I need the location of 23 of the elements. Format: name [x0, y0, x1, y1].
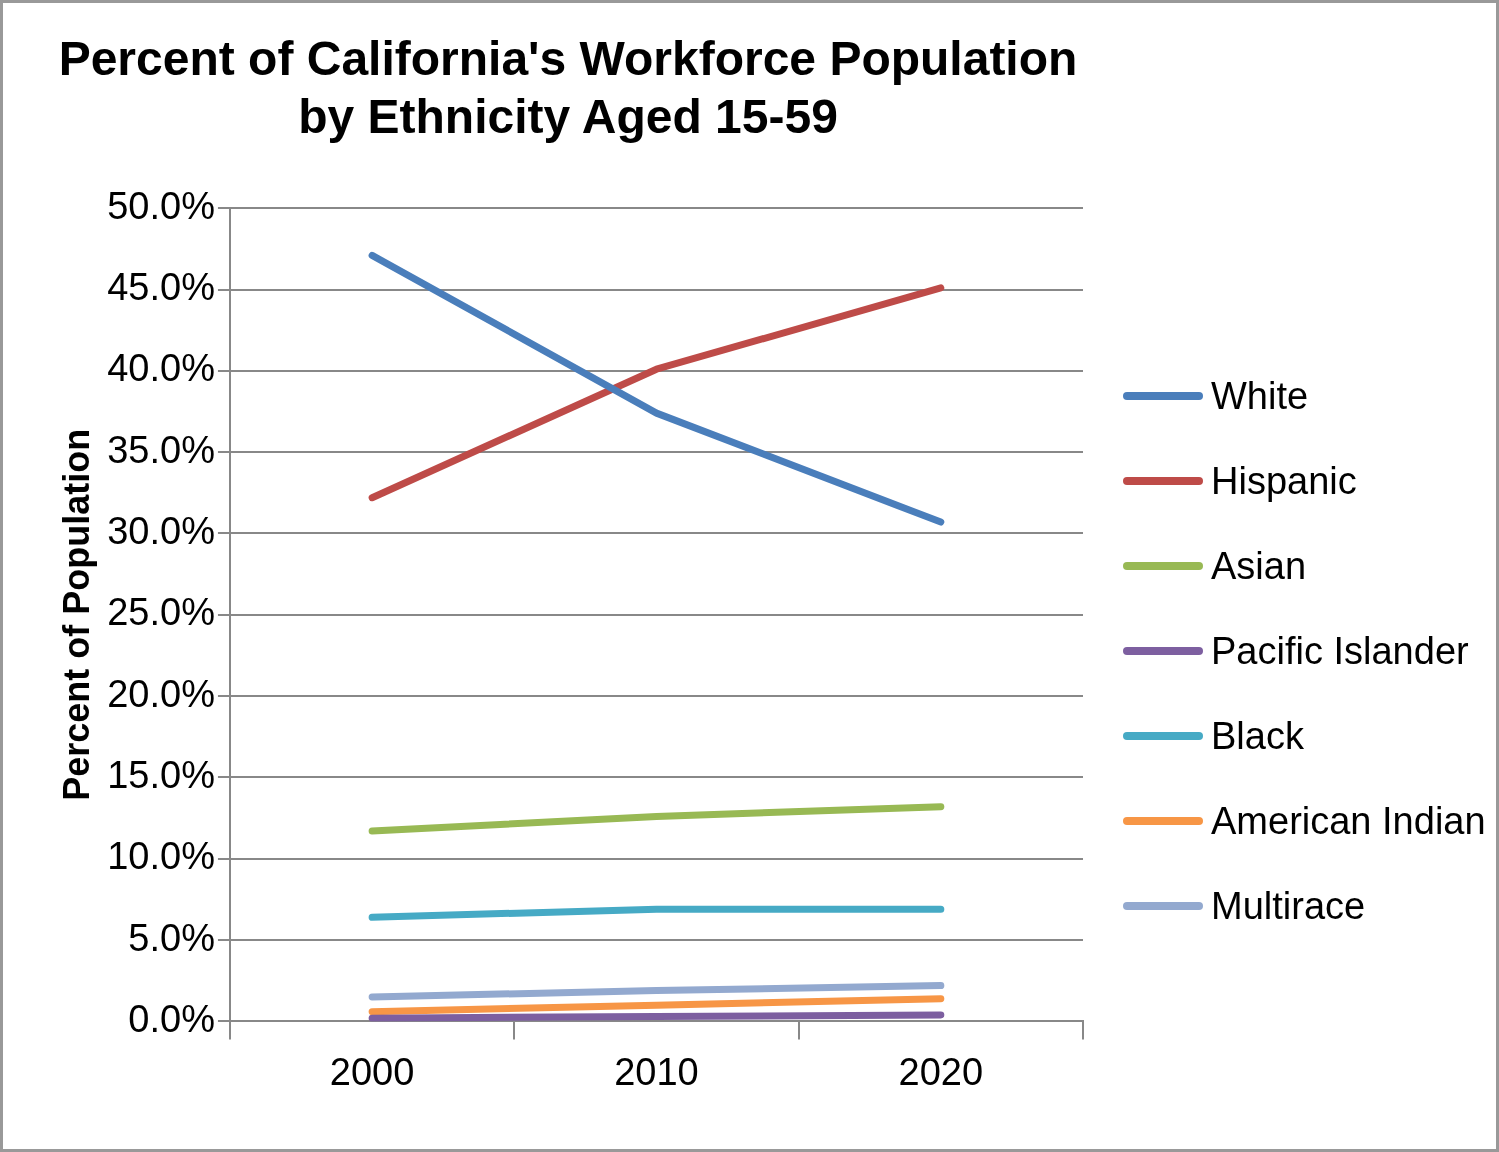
y-tick-label: 40.0%	[107, 347, 215, 390]
legend-label: Hispanic	[1211, 459, 1357, 503]
legend-label: White	[1211, 374, 1309, 418]
y-tick-label: 50.0%	[107, 184, 215, 227]
legend-label: Multirace	[1211, 884, 1366, 928]
y-axis-title: Percent of Population	[55, 428, 97, 801]
y-tick-label: 30.0%	[107, 509, 215, 552]
legend-label: Pacific Islander	[1211, 629, 1469, 673]
x-tick-label: 2010	[614, 1050, 699, 1093]
y-tick-label: 25.0%	[107, 591, 215, 634]
chart-title: Percent of California's Workforce Population by Ethnicity Aged 15-59	[58, 32, 1078, 143]
y-tick-label: 45.0%	[107, 266, 215, 308]
y-tick-label: 20.0%	[107, 672, 215, 715]
legend-label: Black	[1211, 714, 1304, 758]
x-tick-label: 2000	[329, 1050, 415, 1093]
legend-label: Asian	[1211, 544, 1307, 588]
y-tick-label: 15.0%	[107, 753, 215, 796]
y-tick-label: 35.0%	[107, 428, 215, 471]
legend-label: American Indian	[1211, 799, 1486, 843]
y-tick-label: 0.0%	[128, 997, 215, 1040]
y-tick-label: 10.0%	[107, 835, 215, 878]
y-tick-label: 5.0%	[128, 916, 215, 959]
x-tick-label: 2020	[898, 1050, 984, 1093]
